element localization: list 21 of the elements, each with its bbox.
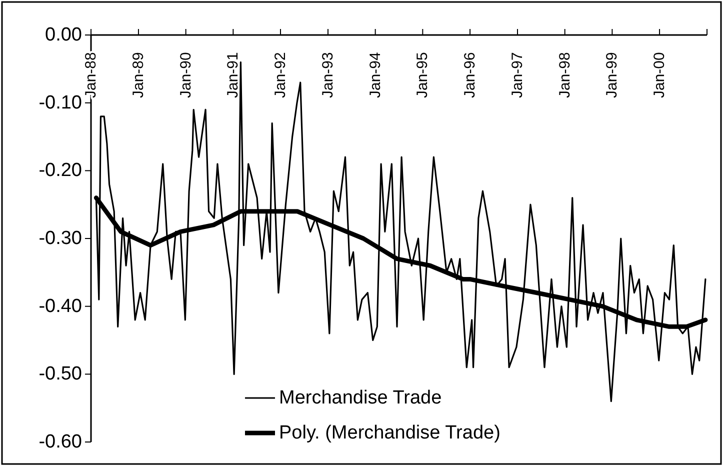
x-tick-label: Jan-99 (604, 52, 621, 98)
x-tick-label: Jan-97 (508, 52, 526, 98)
x-tick-label: Jan-00 (651, 52, 668, 98)
y-tick-label: -0.10 (38, 92, 82, 114)
legend-label: Poly. (Merchandise Trade) (279, 422, 500, 444)
x-tick-label: Jan-93 (319, 52, 336, 98)
y-tick-label: -0.20 (38, 160, 82, 182)
y-tick-label: -0.30 (38, 228, 82, 249)
y-tick-label: -0.50 (38, 364, 82, 385)
y-tick-label: 0.00 (45, 24, 82, 46)
x-tick-label: Jan-89 (130, 52, 147, 98)
x-tick-label: Jan-92 (272, 52, 290, 98)
x-tick-label: Jan-96 (462, 52, 479, 98)
x-tick-label: Jan-90 (177, 52, 194, 98)
x-tick-label: Jan-95 (414, 52, 432, 98)
legend-label: Merchandise Trade (279, 388, 442, 408)
x-tick-label: Jan-94 (366, 52, 384, 98)
x-tick-label: Jan-98 (556, 52, 574, 98)
y-tick-label: -0.60 (38, 432, 82, 452)
y-tick-label: -0.40 (38, 296, 82, 317)
x-tick-label: Jan-91 (224, 52, 242, 98)
